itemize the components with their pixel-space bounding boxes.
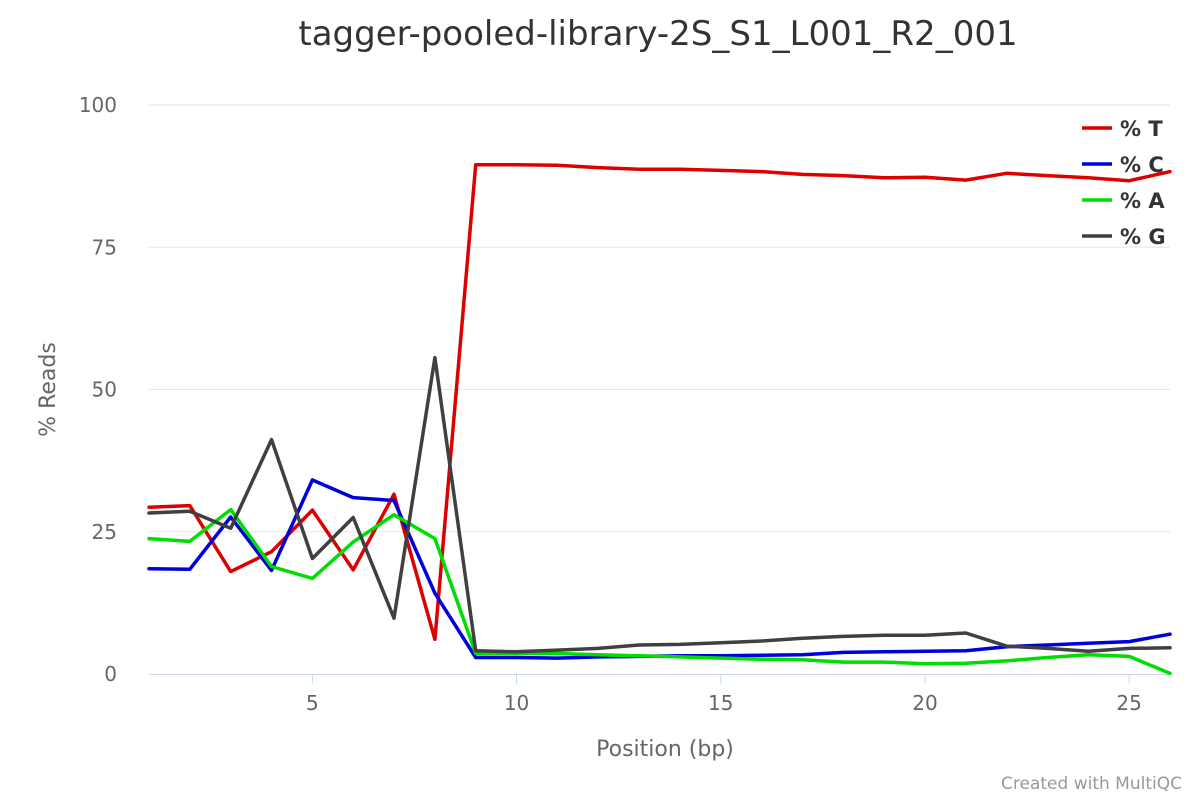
y-axis-title: % Reads (36, 342, 61, 437)
y-axis-ticks: 0 25 50 75 100 (79, 93, 117, 686)
y-tick-label: 100 (79, 93, 117, 117)
series-lines (147, 162, 1172, 676)
y-tick-label: 50 (92, 378, 117, 402)
chart-title: tagger-pooled-library-2S_S1_L001_R2_001 (298, 14, 1018, 54)
series-line-t[interactable] (147, 162, 1172, 642)
credit-text[interactable]: Created with MultiQC (1001, 774, 1182, 794)
legend-item[interactable]: % C (1082, 153, 1164, 177)
y-tick-label: 75 (92, 235, 117, 259)
legend-item[interactable]: % T (1082, 117, 1163, 141)
legend-label: % T (1120, 117, 1163, 141)
series-line-a[interactable] (147, 507, 1172, 676)
x-tick-label: 10 (504, 691, 529, 715)
x-tick-label: 5 (306, 691, 319, 715)
legend-item[interactable]: % A (1082, 189, 1165, 213)
legend-item[interactable]: % G (1082, 225, 1166, 249)
x-tick-label: 25 (1116, 691, 1141, 715)
legend[interactable]: % T % C % A % G (1082, 117, 1166, 249)
legend-label: % G (1120, 225, 1166, 249)
y-tick-label: 0 (104, 662, 117, 686)
x-axis-ticks: 5 10 15 20 25 (306, 674, 1142, 715)
x-axis-title: Position (bp) (596, 737, 734, 762)
y-tick-label: 25 (92, 520, 117, 544)
series-line-c[interactable] (147, 478, 1172, 660)
series-line-g[interactable] (147, 355, 1172, 654)
gridlines (149, 104, 1170, 533)
legend-label: % A (1120, 189, 1165, 213)
x-tick-label: 20 (912, 691, 937, 715)
x-tick-label: 15 (708, 691, 733, 715)
legend-label: % C (1120, 153, 1164, 177)
